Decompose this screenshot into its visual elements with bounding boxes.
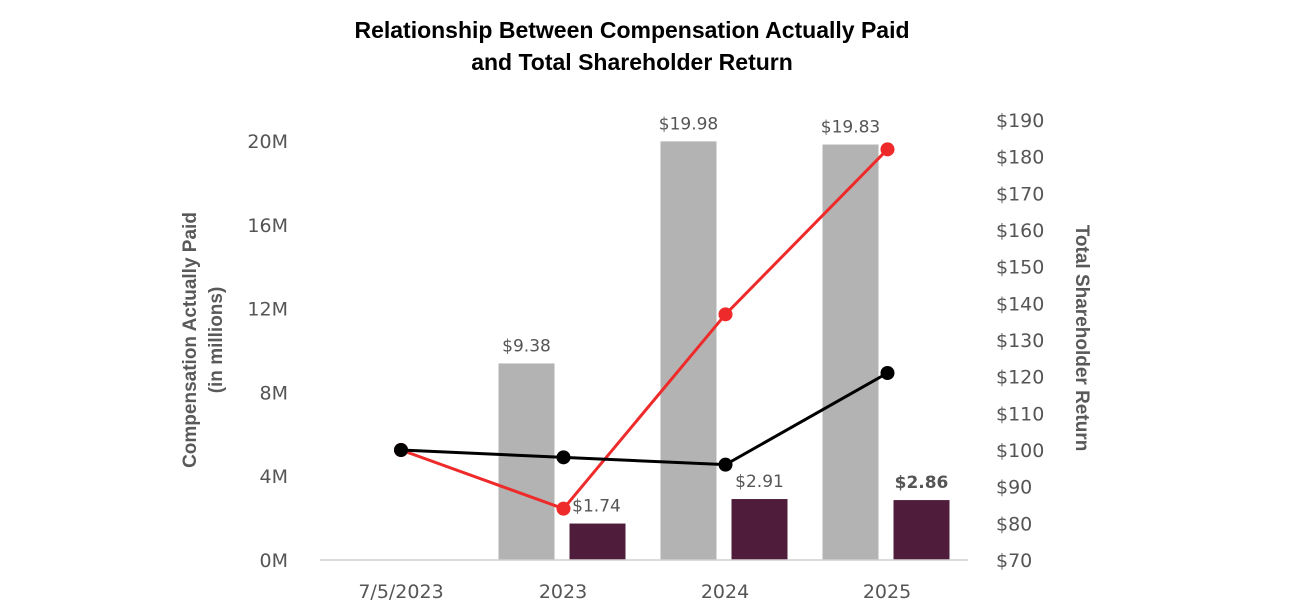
x-tick-label: 2024 — [701, 581, 749, 603]
left-axis-ticks: 0M 4M 8M 12M 16M 20M — [247, 131, 288, 572]
left-tick-label: 4M — [260, 466, 288, 488]
left-tick-label: 12M — [247, 299, 288, 321]
tsr-point-black — [718, 457, 733, 472]
bar-purple — [569, 523, 626, 560]
right-tick-label: $110 — [996, 403, 1044, 425]
right-tick-label: $160 — [996, 220, 1044, 242]
left-tick-label: 0M — [260, 550, 288, 572]
right-axis-ticks: $70 $80 $90 $100 $110 $120 $130 $140 $150 $160 $17… — [996, 110, 1044, 572]
x-tick-label: 2025 — [863, 581, 911, 603]
bars — [498, 141, 950, 560]
tsr-point-red — [556, 501, 571, 516]
bar-gray — [822, 144, 879, 560]
left-tick-label: 8M — [260, 382, 288, 404]
left-axis-title-line-2: (in millions) — [206, 287, 227, 394]
bar-data-label: $2.86 — [895, 473, 949, 493]
bar-data-label: $19.98 — [659, 114, 718, 134]
tsr-line-black — [400, 371, 889, 467]
right-tick-label: $70 — [996, 550, 1032, 572]
right-tick-label: $140 — [996, 293, 1044, 315]
right-tick-label: $190 — [996, 110, 1044, 132]
tsr-point-black — [880, 366, 895, 380]
right-axis-title: Total Shareholder Return — [1071, 225, 1092, 452]
bar-purple — [893, 500, 950, 560]
right-tick-label: $80 — [996, 513, 1032, 535]
bar-purple — [731, 499, 788, 560]
tsr-point-red — [880, 142, 895, 157]
tsr-lines — [394, 142, 895, 516]
tsr-line-red — [400, 148, 889, 511]
left-tick-label: 20M — [247, 131, 288, 153]
x-tick-label: 7/5/2023 — [358, 581, 443, 603]
right-tick-label: $130 — [996, 330, 1044, 352]
right-tick-label: $90 — [996, 477, 1032, 499]
bar-data-labels: $9.38 $19.98 $19.83 $1.74 $2.91 $2.86 — [502, 114, 948, 516]
chart-title-line-2: and Total Shareholder Return — [471, 49, 793, 75]
tsr-point-black — [394, 443, 408, 457]
bar-data-label: $9.38 — [502, 336, 551, 356]
bar-gray — [498, 363, 555, 560]
left-tick-label: 16M — [247, 215, 288, 237]
right-tick-label: $120 — [996, 367, 1044, 389]
chart-title: Relationship Between Compensation Actual… — [0, 14, 1264, 78]
bar-data-label: $1.74 — [572, 497, 621, 517]
bar-gray — [660, 141, 717, 560]
right-tick-label: $180 — [996, 147, 1044, 169]
left-axis-title-line-1: Compensation Actually Paid — [180, 212, 201, 468]
right-tick-label: $150 — [996, 257, 1044, 279]
right-tick-label: $100 — [996, 440, 1044, 462]
tsr-point-black — [556, 450, 571, 465]
tsr-point-red — [718, 307, 733, 322]
right-tick-label: $170 — [996, 183, 1044, 205]
bar-data-label: $19.83 — [821, 118, 880, 138]
chart-title-line-1: Relationship Between Compensation Actual… — [354, 17, 910, 43]
x-tick-label: 2023 — [539, 581, 587, 603]
bar-data-label: $2.91 — [735, 472, 784, 492]
x-axis-tick-labels: 7/5/2023 2023 2024 2025 — [358, 581, 911, 603]
